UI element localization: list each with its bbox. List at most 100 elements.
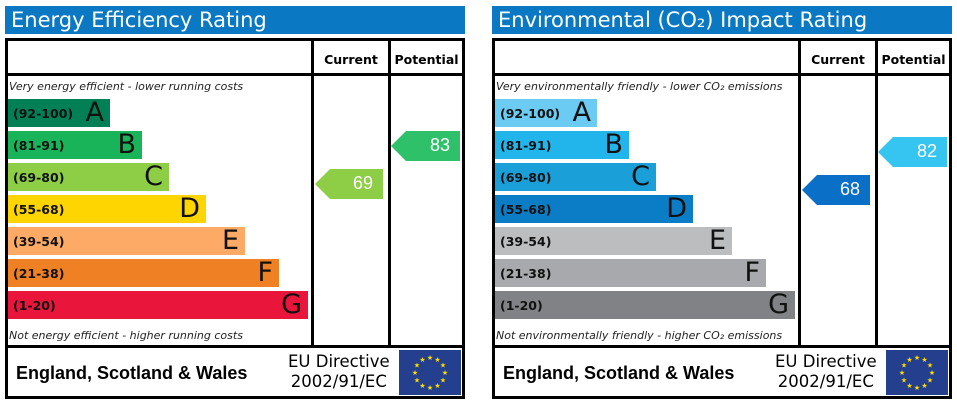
band-range: (92-100) (13, 106, 74, 121)
chart-title: Energy Efficiency Rating (5, 6, 465, 34)
band-range: (39-54) (13, 234, 65, 249)
band-e: (39-54) E (495, 225, 732, 256)
current-rating-value: 69 (352, 173, 373, 194)
svg-text:★: ★ (899, 369, 905, 377)
potential-rating-value: 83 (429, 135, 450, 156)
band-e: (39-54) E (8, 225, 245, 256)
band-letter: G (281, 289, 302, 320)
band-range: (81-91) (13, 138, 65, 153)
eu-directive: EU Directive 2002/91/EC (288, 352, 390, 392)
directive-line2: 2002/91/EC (777, 372, 874, 391)
column-divider (875, 38, 878, 348)
band-c: (69-80) C (495, 161, 656, 192)
band-g: (1-20) G (495, 289, 795, 320)
footer-divider (5, 345, 465, 348)
svg-text:★: ★ (914, 354, 920, 362)
svg-text:★: ★ (419, 356, 425, 364)
potential-rating-value: 82 (916, 140, 937, 161)
region-label: England, Scotland & Wales (503, 363, 735, 383)
column-divider (798, 38, 801, 348)
band-letter: G (768, 289, 789, 320)
svg-text:★: ★ (412, 369, 418, 377)
bottom-note: Not energy efficient - higher running co… (9, 329, 243, 342)
band-letter: F (744, 257, 760, 288)
band-f: (21-38) F (495, 257, 766, 288)
svg-text:★: ★ (442, 369, 448, 377)
band-range: (39-54) (500, 234, 552, 249)
band-range: (69-80) (500, 170, 552, 185)
top-note: Very energy efficient - lower running co… (9, 80, 244, 93)
band-letter: C (144, 161, 163, 192)
svg-text:★: ★ (927, 362, 933, 370)
bottom-note: Not environmentally friendly - higher CO… (496, 329, 783, 342)
top-note: Very environmentally friendly - lower CO… (496, 80, 783, 93)
footer-divider (492, 345, 952, 348)
chart-frame (492, 38, 952, 399)
band-range: (55-68) (13, 202, 65, 217)
band-range: (92-100) (500, 106, 561, 121)
svg-text:★: ★ (427, 354, 433, 362)
svg-text:★: ★ (440, 377, 446, 385)
directive-line2: 2002/91/EC (290, 372, 387, 391)
current-rating-value: 68 (839, 179, 860, 200)
directive-line1: EU Directive (775, 352, 877, 371)
band-c: (69-80) C (8, 161, 169, 192)
column-header-potential: Potential (881, 52, 946, 67)
column-divider (311, 38, 314, 348)
column-header-potential: Potential (394, 52, 459, 67)
band-a: (92-100) A (8, 97, 110, 128)
band-letter: D (179, 193, 200, 224)
chart-title: Environmental (CO₂) Impact Rating (492, 6, 952, 34)
band-b: (81-91) B (8, 129, 142, 160)
svg-text:★: ★ (927, 377, 933, 385)
column-header-current: Current (324, 52, 378, 67)
svg-text:★: ★ (921, 382, 927, 390)
environmental-impact-panel: Environmental (CO₂) Impact Rating Current… (492, 6, 952, 399)
header-divider (5, 73, 465, 76)
svg-text:★: ★ (906, 382, 912, 390)
header-divider (492, 73, 952, 76)
svg-text:★: ★ (914, 384, 920, 392)
directive-line1: EU Directive (288, 352, 390, 371)
band-letter: E (221, 225, 239, 256)
svg-text:★: ★ (906, 356, 912, 364)
column-header-current: Current (811, 52, 865, 67)
band-g: (1-20) G (8, 289, 308, 320)
current-rating-arrow: 68 (802, 175, 870, 206)
band-letter: A (85, 97, 104, 128)
band-a: (92-100) A (495, 97, 597, 128)
eu-directive: EU Directive 2002/91/EC (775, 352, 877, 392)
svg-text:★: ★ (901, 362, 907, 370)
band-letter: F (257, 257, 273, 288)
svg-text:★: ★ (434, 356, 440, 364)
svg-text:★: ★ (427, 384, 433, 392)
energy-efficiency-panel: Energy Efficiency Rating Current Potential… (5, 6, 465, 399)
band-range: (1-20) (500, 298, 543, 313)
svg-text:★: ★ (414, 362, 420, 370)
band-letter: B (117, 129, 136, 160)
band-range: (69-80) (13, 170, 65, 185)
svg-text:★: ★ (929, 369, 935, 377)
band-letter: B (604, 129, 623, 160)
band-letter: D (666, 193, 687, 224)
band-b: (81-91) B (495, 129, 629, 160)
band-letter: A (572, 97, 591, 128)
eu-flag-icon: ★ ★ ★ ★ ★ ★ ★ ★ ★ ★ ★ ★ (886, 350, 948, 395)
chart-frame (5, 38, 465, 399)
band-d: (55-68) D (8, 193, 206, 224)
svg-text:★: ★ (901, 377, 907, 385)
svg-text:★: ★ (921, 356, 927, 364)
band-range: (55-68) (500, 202, 552, 217)
svg-text:★: ★ (419, 382, 425, 390)
svg-text:★: ★ (440, 362, 446, 370)
band-d: (55-68) D (495, 193, 693, 224)
band-letter: E (708, 225, 726, 256)
band-range: (21-38) (500, 266, 552, 281)
column-divider (388, 38, 391, 348)
band-f: (21-38) F (8, 257, 279, 288)
svg-text:★: ★ (414, 377, 420, 385)
band-range: (81-91) (500, 138, 552, 153)
band-letter: C (631, 161, 650, 192)
potential-rating-arrow: 82 (878, 136, 947, 167)
band-range: (21-38) (13, 266, 65, 281)
